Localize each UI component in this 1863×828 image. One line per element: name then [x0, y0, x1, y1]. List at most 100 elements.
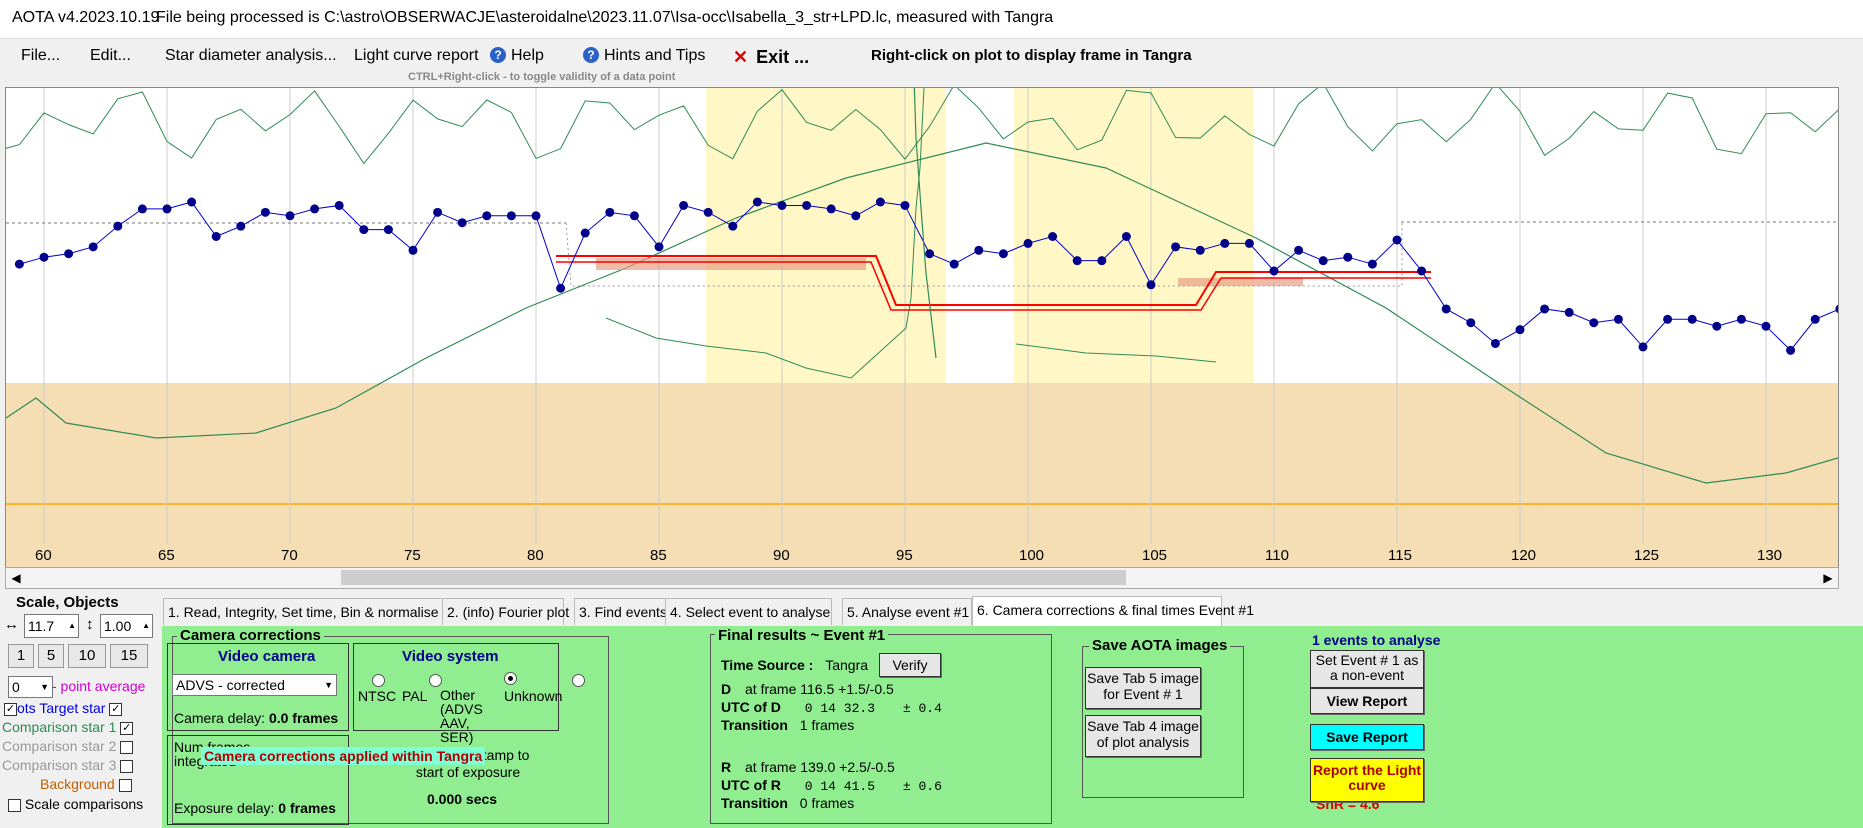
pal-radio[interactable]	[429, 674, 443, 687]
target-point[interactable]	[1515, 325, 1525, 335]
target-point[interactable]	[1294, 245, 1304, 255]
target-point[interactable]	[1761, 321, 1771, 331]
scale-comparisons-checkbox[interactable]	[8, 798, 21, 812]
target-point[interactable]	[1171, 242, 1181, 252]
target-point[interactable]	[580, 228, 590, 238]
target-point[interactable]	[1023, 238, 1033, 248]
menu-file[interactable]: File...	[21, 47, 61, 64]
target-point[interactable]	[433, 207, 443, 217]
target-point[interactable]	[1490, 338, 1500, 348]
tab-camera-corrections[interactable]: 6. Camera corrections & final times Even…	[972, 596, 1254, 626]
save-tab4-button[interactable]: Save Tab 4 image of plot analysis	[1085, 715, 1201, 757]
target-point[interactable]	[1663, 314, 1673, 324]
plots-checkbox[interactable]: ✓	[4, 702, 17, 716]
target-point[interactable]	[1269, 266, 1279, 276]
target-point[interactable]	[1613, 314, 1623, 324]
menu-light-curve-report[interactable]: Light curve report	[354, 47, 479, 64]
tab-select-event[interactable]: 4. Select event to analyse	[665, 598, 832, 625]
target-point[interactable]	[752, 197, 762, 207]
background-checkbox[interactable]	[118, 778, 132, 792]
target-point[interactable]	[334, 200, 344, 210]
target-point[interactable]	[1392, 235, 1402, 245]
target-point[interactable]	[1540, 304, 1550, 314]
target-point[interactable]	[408, 245, 418, 255]
target-point[interactable]	[1146, 280, 1156, 290]
camera-select-chevron-icon[interactable]: ▼	[324, 680, 333, 690]
target-point[interactable]	[14, 259, 24, 269]
target-point[interactable]	[1564, 307, 1574, 317]
tab-read-integrity[interactable]: 1. Read, Integrity, Set time, Bin & norm…	[163, 598, 446, 625]
target-point[interactable]	[1220, 238, 1230, 248]
target-point[interactable]	[1786, 345, 1796, 355]
target-point[interactable]	[113, 221, 123, 231]
target-point[interactable]	[482, 211, 492, 221]
comparison-1-checkbox[interactable]: ✓	[120, 721, 134, 735]
target-point[interactable]	[310, 204, 320, 214]
horizontal-scrollbar[interactable]: ◀ ▶	[5, 567, 1839, 589]
target-point[interactable]	[1589, 318, 1599, 328]
target-point[interactable]	[1121, 232, 1131, 241]
scale-button-15[interactable]: 15	[110, 644, 148, 668]
light-curve-svg[interactable]	[6, 88, 1838, 568]
target-point[interactable]	[1244, 238, 1254, 248]
target-point[interactable]	[605, 207, 615, 217]
target-point[interactable]	[1417, 266, 1427, 276]
target-point[interactable]	[187, 197, 197, 207]
target-point[interactable]	[1466, 318, 1476, 328]
target-point[interactable]	[1367, 259, 1377, 269]
menu-hints[interactable]: ? Hints and Tips	[583, 47, 705, 65]
save-report-button[interactable]: Save Report	[1310, 724, 1424, 750]
save-tab5-button[interactable]: Save Tab 5 image for Event # 1	[1085, 667, 1201, 709]
target-point[interactable]	[703, 207, 713, 217]
target-point[interactable]	[998, 249, 1008, 259]
target-point[interactable]	[1048, 232, 1058, 241]
target-point[interactable]	[556, 283, 566, 293]
target-point[interactable]	[1810, 314, 1820, 324]
target-point[interactable]	[531, 211, 541, 221]
target-point[interactable]	[900, 200, 910, 210]
target-point[interactable]	[1638, 342, 1648, 352]
scroll-thumb[interactable]	[341, 570, 1126, 585]
target-point[interactable]	[260, 207, 270, 217]
target-point[interactable]	[1097, 256, 1107, 266]
target-point[interactable]	[236, 221, 246, 231]
scale-x-input[interactable]: 11.7▲▼	[24, 614, 79, 652]
comparison-3-checkbox[interactable]	[120, 759, 134, 773]
scale-y-input[interactable]: 1.00▲▼	[100, 614, 153, 652]
target-point[interactable]	[802, 200, 812, 210]
target-point[interactable]	[162, 204, 172, 214]
other-radio[interactable]	[504, 672, 518, 685]
target-point[interactable]	[506, 211, 516, 221]
target-point[interactable]	[1736, 314, 1746, 324]
chevron-down-icon[interactable]: ▼	[40, 682, 49, 692]
target-point[interactable]	[728, 221, 738, 231]
point-average-select[interactable]: 0 ▼	[8, 676, 53, 698]
target-point[interactable]	[925, 249, 935, 259]
target-star-checkbox[interactable]: ✓	[109, 702, 123, 716]
target-point[interactable]	[39, 252, 49, 262]
target-point[interactable]	[826, 204, 836, 214]
scale-button-10[interactable]: 10	[68, 644, 106, 668]
tab-fourier-plot[interactable]: 2. (info) Fourier plot	[442, 598, 569, 625]
target-point[interactable]	[1318, 256, 1328, 266]
target-point[interactable]	[1195, 245, 1205, 255]
target-point[interactable]	[679, 200, 689, 210]
menu-star-diameter[interactable]: Star diameter analysis...	[165, 47, 337, 64]
target-point[interactable]	[1687, 314, 1697, 324]
target-point[interactable]	[974, 245, 984, 255]
target-point[interactable]	[777, 200, 787, 210]
target-point[interactable]	[851, 211, 861, 221]
view-report-button[interactable]: View Report	[1310, 688, 1424, 714]
set-non-event-button[interactable]: Set Event # 1 as a non-event	[1310, 650, 1424, 688]
ntsc-radio[interactable]	[372, 674, 385, 687]
target-point[interactable]	[383, 225, 393, 235]
target-point[interactable]	[137, 204, 147, 214]
scroll-right-icon[interactable]: ▶	[1823, 571, 1833, 585]
target-point[interactable]	[875, 197, 885, 207]
target-point[interactable]	[1712, 321, 1722, 331]
report-light-curve-button[interactable]: Report the Light curve	[1310, 758, 1424, 802]
target-point[interactable]	[285, 211, 295, 221]
comparison-2-checkbox[interactable]	[120, 740, 134, 754]
menu-exit[interactable]: ✕ Exit ...	[733, 47, 809, 68]
target-point[interactable]	[1072, 256, 1082, 266]
